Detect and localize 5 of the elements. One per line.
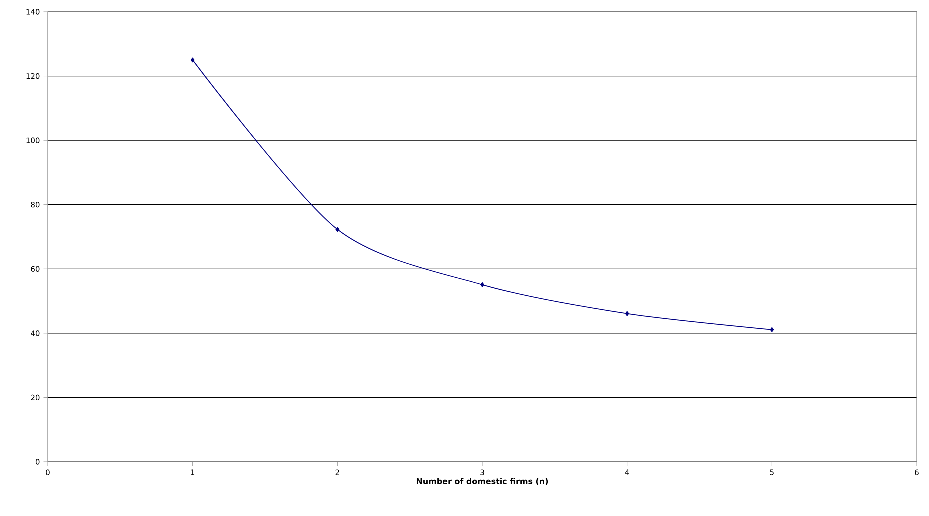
point (770, 327, 774, 332)
point (480, 282, 484, 288)
point (336, 227, 340, 232)
point (625, 311, 630, 316)
point (190, 58, 195, 63)
